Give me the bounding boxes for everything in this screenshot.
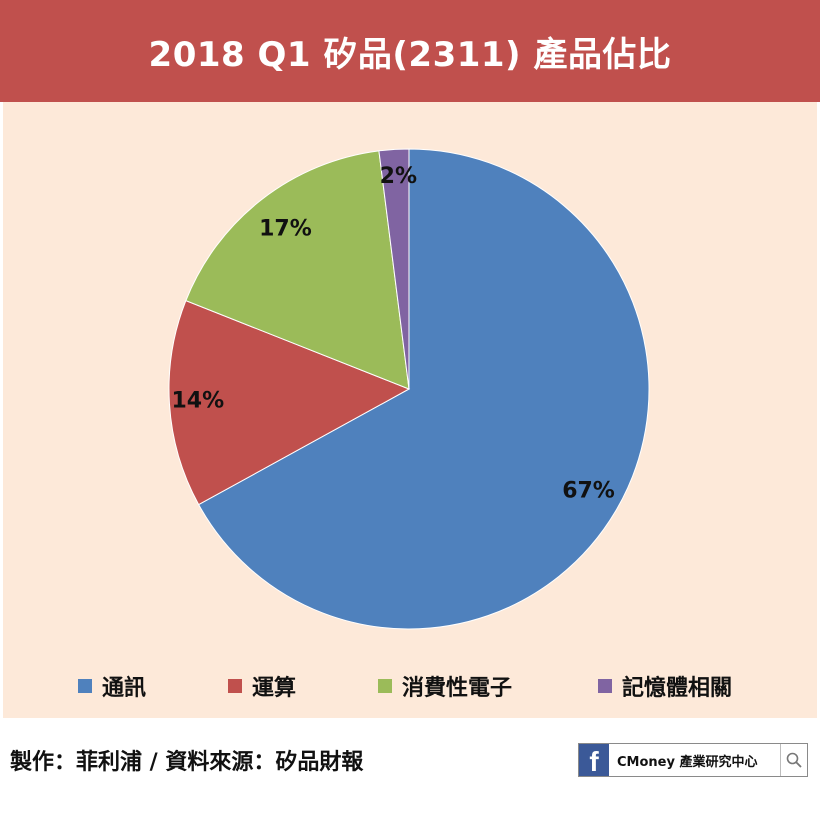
pie-data-label: 2% — [380, 164, 417, 189]
pie-data-label: 67% — [562, 479, 615, 504]
chart-panel: 67% 14% 17% 2% — [3, 102, 817, 718]
legend-swatch — [78, 679, 92, 693]
legend-label: 記憶體相關 — [622, 676, 733, 701]
facebook-icon: f — [579, 744, 609, 776]
pie-slice-2 — [168, 300, 411, 506]
legend-item: 通訊 — [78, 664, 146, 708]
chart-title: 2018 Q1 矽品(2311) 產品佔比 — [148, 34, 672, 75]
legend: 通訊 運算 消費性電子 記憶體相關 — [0, 664, 820, 708]
badge-text: CMoney 產業研究中心 — [617, 754, 758, 770]
legend-label: 運算 — [252, 676, 297, 701]
legend-item: 消費性電子 — [378, 664, 512, 708]
legend-item: 運算 — [228, 664, 296, 708]
legend-swatch — [598, 679, 612, 693]
legend-label: 通訊 — [102, 676, 147, 701]
pie-data-label: 17% — [259, 217, 312, 242]
legend-label: 消費性電子 — [402, 676, 513, 701]
pie-slice-1 — [198, 148, 650, 630]
pie-slice-4 — [378, 148, 410, 390]
legend-swatch — [228, 679, 242, 693]
pie-slice-3 — [185, 150, 410, 390]
cmoney-badge[interactable]: f CMoney 產業研究中心 — [578, 743, 808, 777]
search-icon[interactable] — [780, 744, 807, 776]
legend-swatch — [378, 679, 392, 693]
legend-item: 記憶體相關 — [598, 664, 732, 708]
pie-chart: 67% 14% 17% 2% — [168, 148, 650, 630]
pie-data-label: 14% — [171, 389, 224, 414]
title-bar: 2018 Q1 矽品(2311) 產品佔比 — [0, 0, 820, 102]
footer-credit: 製作：菲利浦 / 資料來源：矽品財報 — [10, 750, 364, 775]
